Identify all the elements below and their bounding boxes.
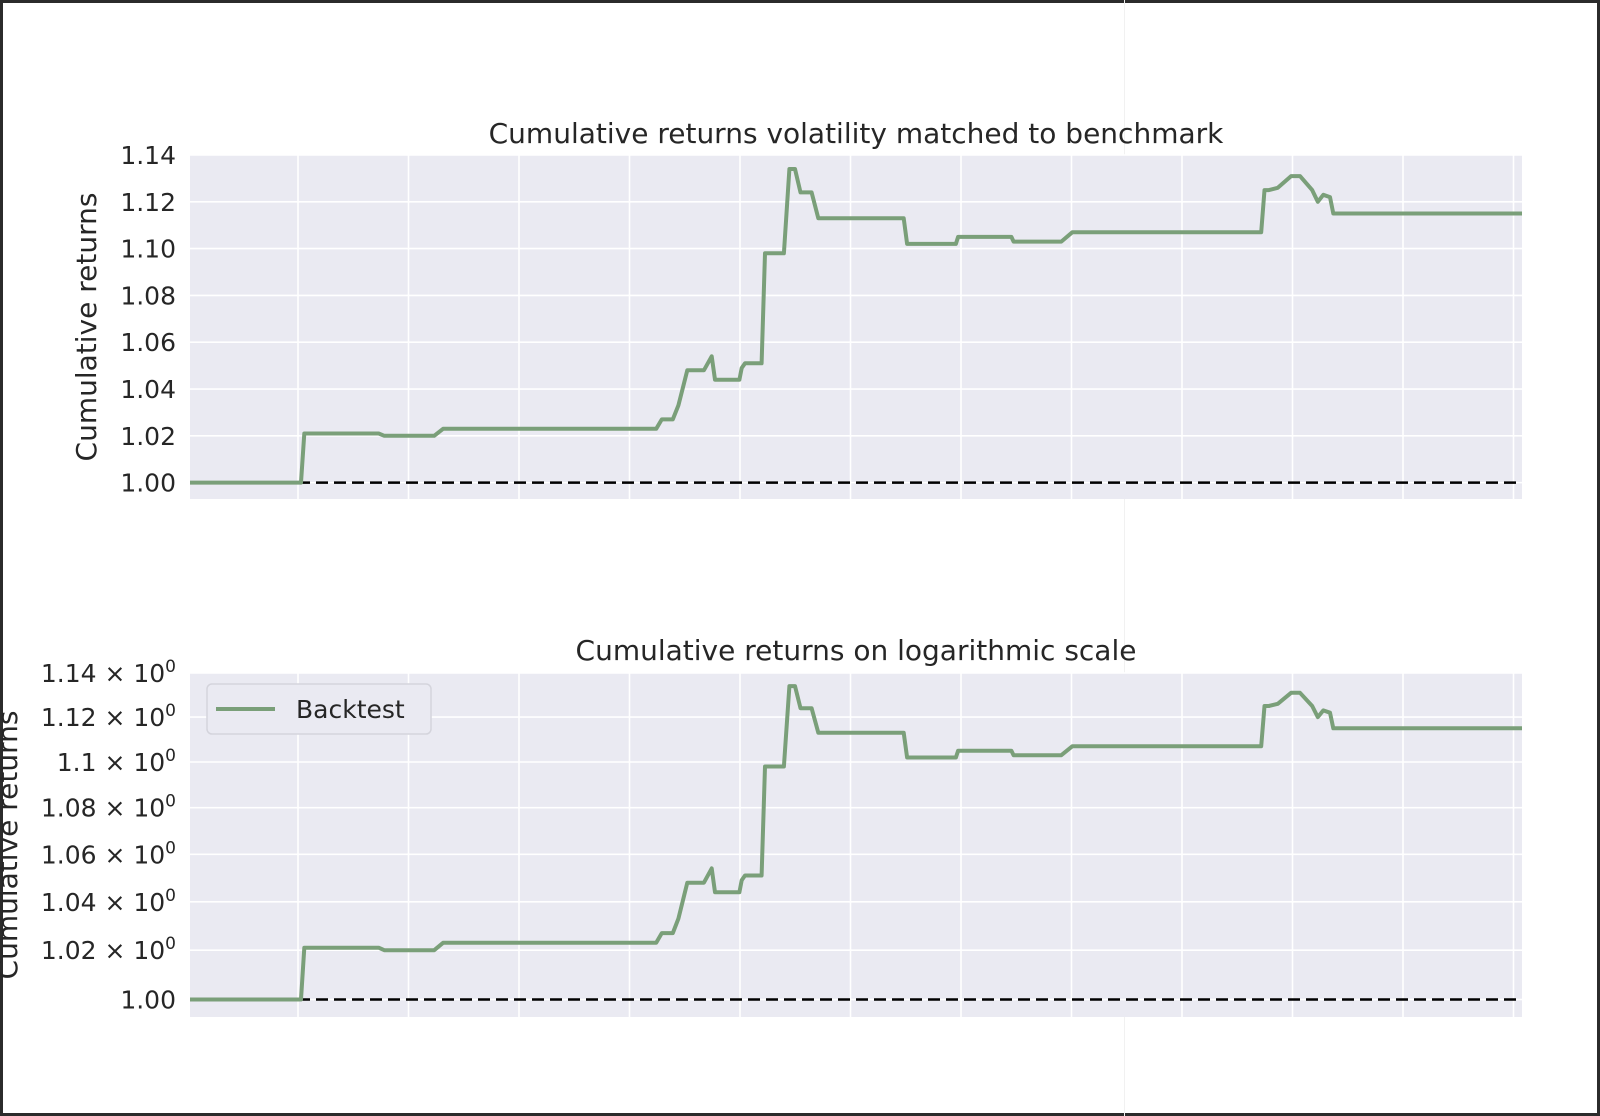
- y-tick-label: 1.00: [120, 985, 176, 1014]
- y-tick-label: 1.06: [120, 328, 176, 357]
- y-tick-label: 1.14 × 100: [41, 657, 176, 688]
- series-line: [190, 684, 1522, 1002]
- y-tick-label: 1.14: [120, 141, 176, 170]
- y-tick-label: 1.06 × 100: [41, 838, 176, 869]
- x-grid: [297, 155, 1515, 499]
- y-tick-label: 1.02 × 100: [41, 934, 176, 965]
- y-tick-label: 1.00: [120, 469, 176, 498]
- y-axis-label: Cumulative returns: [70, 193, 103, 462]
- legend-box: [206, 683, 432, 735]
- y-tick-label: 1.04: [120, 375, 176, 404]
- y-tick-label: 1.1 × 100: [57, 746, 176, 777]
- y-tick-labels: 1.00 1.02 × 100 1.04 × 100 1.06 × 100 1.08 ×…: [41, 657, 176, 1014]
- y-tick-label: 1.12: [120, 188, 176, 217]
- y-tick-label: 1.08: [120, 281, 176, 310]
- chart-title: Cumulative returns volatility matched to…: [489, 117, 1225, 150]
- x-grid: [297, 673, 1515, 1017]
- background-seam: [1124, 0, 1125, 1116]
- legend-label: Backtest: [296, 695, 405, 724]
- plot-area: [190, 155, 1522, 499]
- y-tick-label: 1.10: [120, 235, 176, 264]
- cumulative-returns-chart: 1.00 1.02 1.04 1.06 1.08 1.10 1.12 1.14 Cumulat…: [70, 117, 1522, 499]
- legend: Backtest: [206, 683, 432, 735]
- y-tick-labels: 1.00 1.02 1.04 1.06 1.08 1.10 1.12 1.14: [120, 141, 176, 498]
- y-tick-label: 1.04 × 100: [41, 886, 176, 917]
- y-tick-label: 1.12 × 100: [41, 701, 176, 732]
- y-tick-label: 1.02: [120, 422, 176, 451]
- y-axis-label: Cumulative returns: [0, 711, 24, 980]
- chart-title: Cumulative returns on logarithmic scale: [576, 634, 1137, 667]
- series-line: [190, 167, 1522, 485]
- y-tick-label: 1.08 × 100: [41, 792, 176, 823]
- log-returns-chart: 1.00 1.02 × 100 1.04 × 100 1.06 × 100 1.08 ×…: [0, 634, 1522, 1017]
